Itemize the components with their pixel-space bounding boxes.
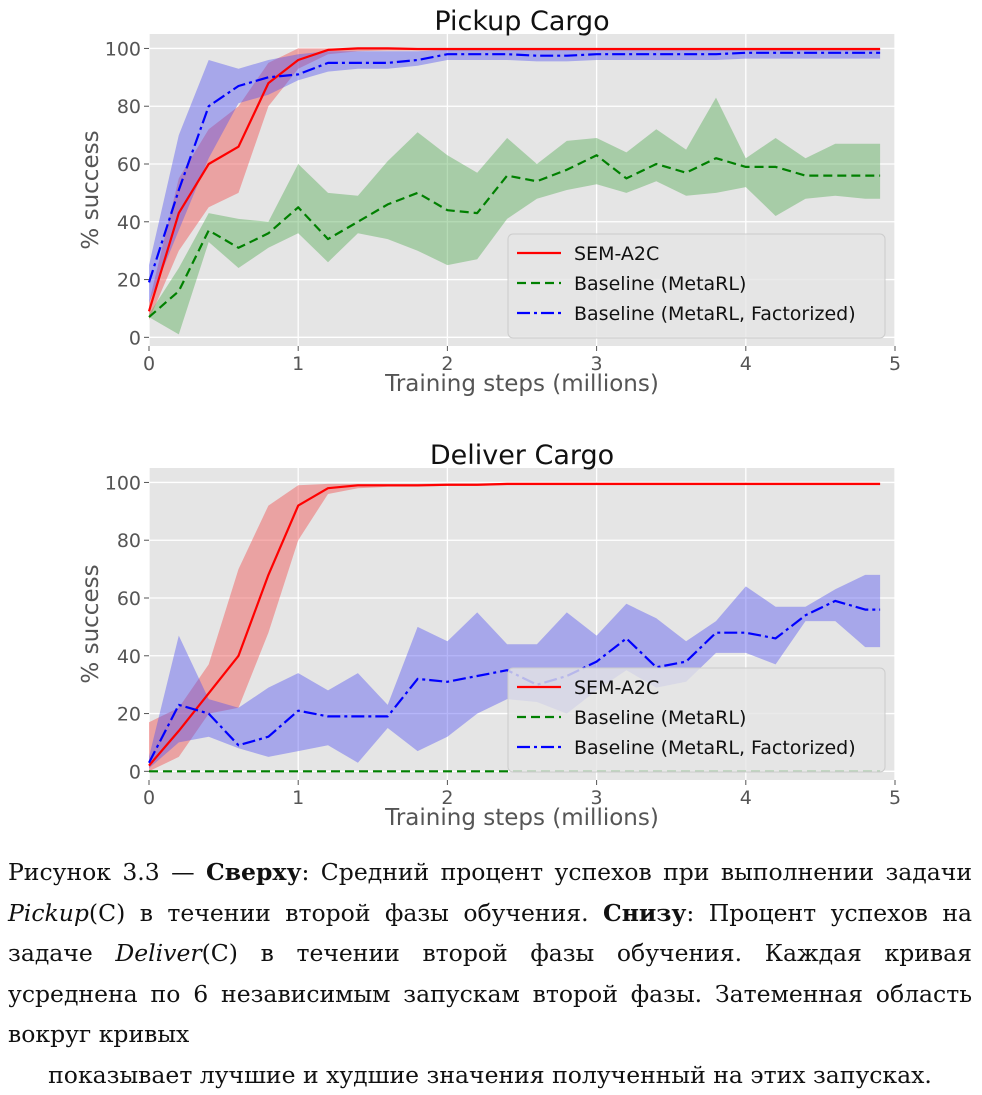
caption-task2: Deliver (115, 939, 201, 967)
caption-bottom-label: Снизу (603, 899, 686, 927)
y-tick-label: 60 (117, 154, 141, 176)
y-tick-label: 100 (105, 472, 141, 494)
chart-title: Deliver Cargo (430, 440, 614, 471)
caption-task1: Pickup (8, 899, 89, 927)
x-axis-label: Training steps (millions) (384, 371, 659, 397)
legend-label: SEM-A2C (574, 243, 659, 265)
y-tick-label: 20 (117, 704, 141, 726)
x-tick-label: 0 (143, 787, 155, 809)
y-tick-label: 40 (117, 212, 141, 234)
x-tick-label: 4 (740, 787, 752, 809)
y-tick-label: 100 (105, 38, 141, 60)
caption-part1: : Средний процент успехов при выполнении… (301, 858, 972, 886)
x-tick-label: 5 (889, 787, 901, 809)
caption-paren1: (C) в течении второй фазы обучения. (89, 899, 603, 927)
legend-label: Baseline (MetaRL) (574, 273, 746, 295)
x-tick-label: 4 (740, 353, 752, 375)
y-tick-label: 0 (129, 761, 141, 783)
y-axis-label: % success (78, 130, 104, 249)
y-tick-label: 80 (117, 96, 141, 118)
x-tick-label: 0 (143, 353, 155, 375)
figure-caption: Рисунок 3.3 — Сверху: Средний процент ус… (8, 852, 972, 1095)
y-axis-label: % success (78, 564, 104, 683)
y-tick-label: 60 (117, 588, 141, 610)
y-tick-label: 20 (117, 270, 141, 292)
x-tick-label: 1 (292, 353, 304, 375)
y-tick-label: 0 (129, 327, 141, 349)
legend-label: Baseline (MetaRL, Factorized) (574, 303, 856, 325)
caption-top-label: Сверху (206, 858, 301, 886)
x-tick-label: 5 (889, 353, 901, 375)
x-tick-label: 1 (292, 787, 304, 809)
legend-label: Baseline (MetaRL) (574, 707, 746, 729)
y-tick-label: 40 (117, 646, 141, 668)
caption-last-line: показывает лучшие и худшие значения полу… (8, 1055, 972, 1095)
legend-label: Baseline (MetaRL, Factorized) (574, 737, 856, 759)
chart-title: Pickup Cargo (434, 6, 609, 37)
caption-prefix: Рисунок 3.3 — (8, 858, 206, 886)
y-tick-label: 80 (117, 530, 141, 552)
legend-label: SEM-A2C (574, 677, 659, 699)
x-axis-label: Training steps (millions) (384, 805, 659, 831)
